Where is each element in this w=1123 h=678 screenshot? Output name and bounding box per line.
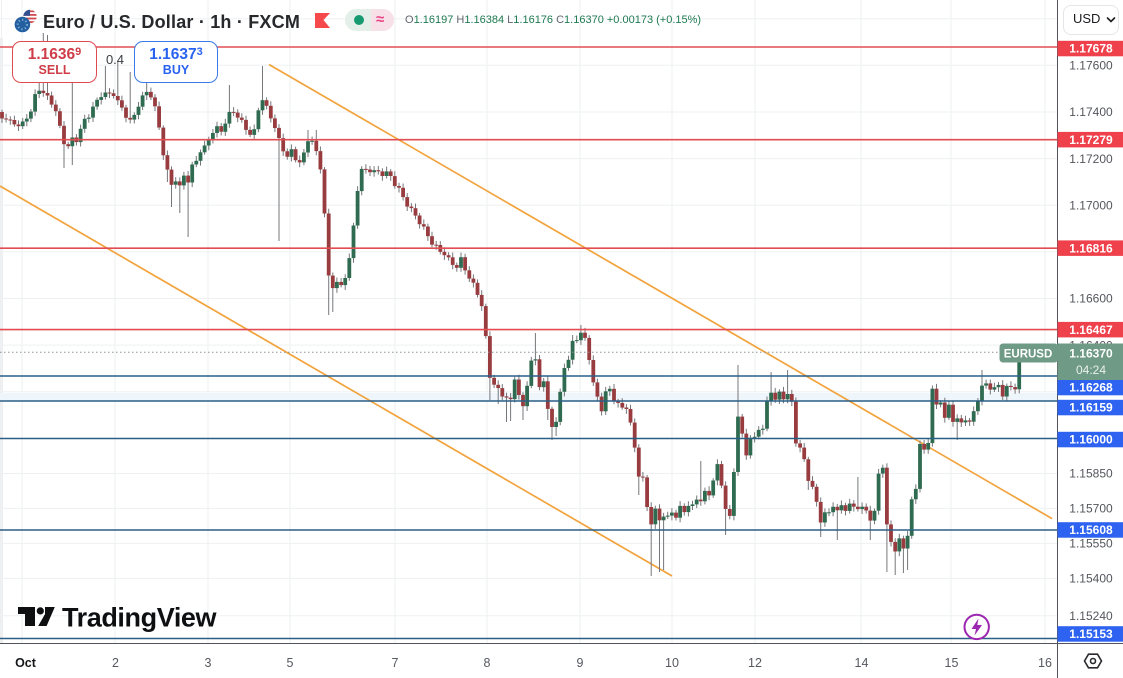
svg-text:1.16816: 1.16816 bbox=[1069, 241, 1113, 255]
svg-text:10: 10 bbox=[665, 656, 679, 670]
svg-text:Oct: Oct bbox=[15, 656, 37, 670]
svg-text:8: 8 bbox=[484, 656, 491, 670]
svg-text:EURUSD: EURUSD bbox=[1004, 349, 1053, 361]
svg-text:3: 3 bbox=[205, 656, 212, 670]
svg-text:04:24: 04:24 bbox=[1076, 363, 1106, 377]
svg-text:1.16268: 1.16268 bbox=[1069, 381, 1113, 395]
svg-text:7: 7 bbox=[392, 656, 399, 670]
svg-text:1.17000: 1.17000 bbox=[1069, 198, 1113, 212]
svg-text:12: 12 bbox=[748, 656, 762, 670]
svg-text:TradingView: TradingView bbox=[62, 603, 218, 633]
svg-text:15: 15 bbox=[945, 656, 959, 670]
svg-text:1.15608: 1.15608 bbox=[1069, 523, 1113, 537]
svg-text:1.15700: 1.15700 bbox=[1069, 502, 1113, 516]
svg-text:9: 9 bbox=[577, 656, 584, 670]
svg-text:2: 2 bbox=[112, 656, 119, 670]
svg-text:1.16467: 1.16467 bbox=[1069, 323, 1113, 337]
svg-text:1.15550: 1.15550 bbox=[1069, 537, 1113, 551]
svg-text:1.17400: 1.17400 bbox=[1069, 105, 1113, 119]
svg-text:1.15240: 1.15240 bbox=[1069, 609, 1113, 623]
svg-text:1.17279: 1.17279 bbox=[1069, 133, 1113, 147]
svg-text:1.16159: 1.16159 bbox=[1069, 401, 1113, 415]
svg-text:1.17200: 1.17200 bbox=[1069, 152, 1113, 166]
svg-text:1.17600: 1.17600 bbox=[1069, 59, 1113, 73]
svg-text:5: 5 bbox=[287, 656, 294, 670]
svg-text:1.16600: 1.16600 bbox=[1069, 292, 1113, 306]
svg-text:1.15400: 1.15400 bbox=[1069, 572, 1113, 586]
svg-text:1.17678: 1.17678 bbox=[1069, 42, 1113, 56]
svg-text:1.16370: 1.16370 bbox=[1069, 347, 1113, 361]
svg-text:1.15850: 1.15850 bbox=[1069, 467, 1113, 481]
svg-text:14: 14 bbox=[855, 656, 869, 670]
svg-text:1.15153: 1.15153 bbox=[1069, 627, 1113, 641]
svg-text:1.16000: 1.16000 bbox=[1069, 433, 1113, 447]
svg-text:16: 16 bbox=[1038, 656, 1052, 670]
